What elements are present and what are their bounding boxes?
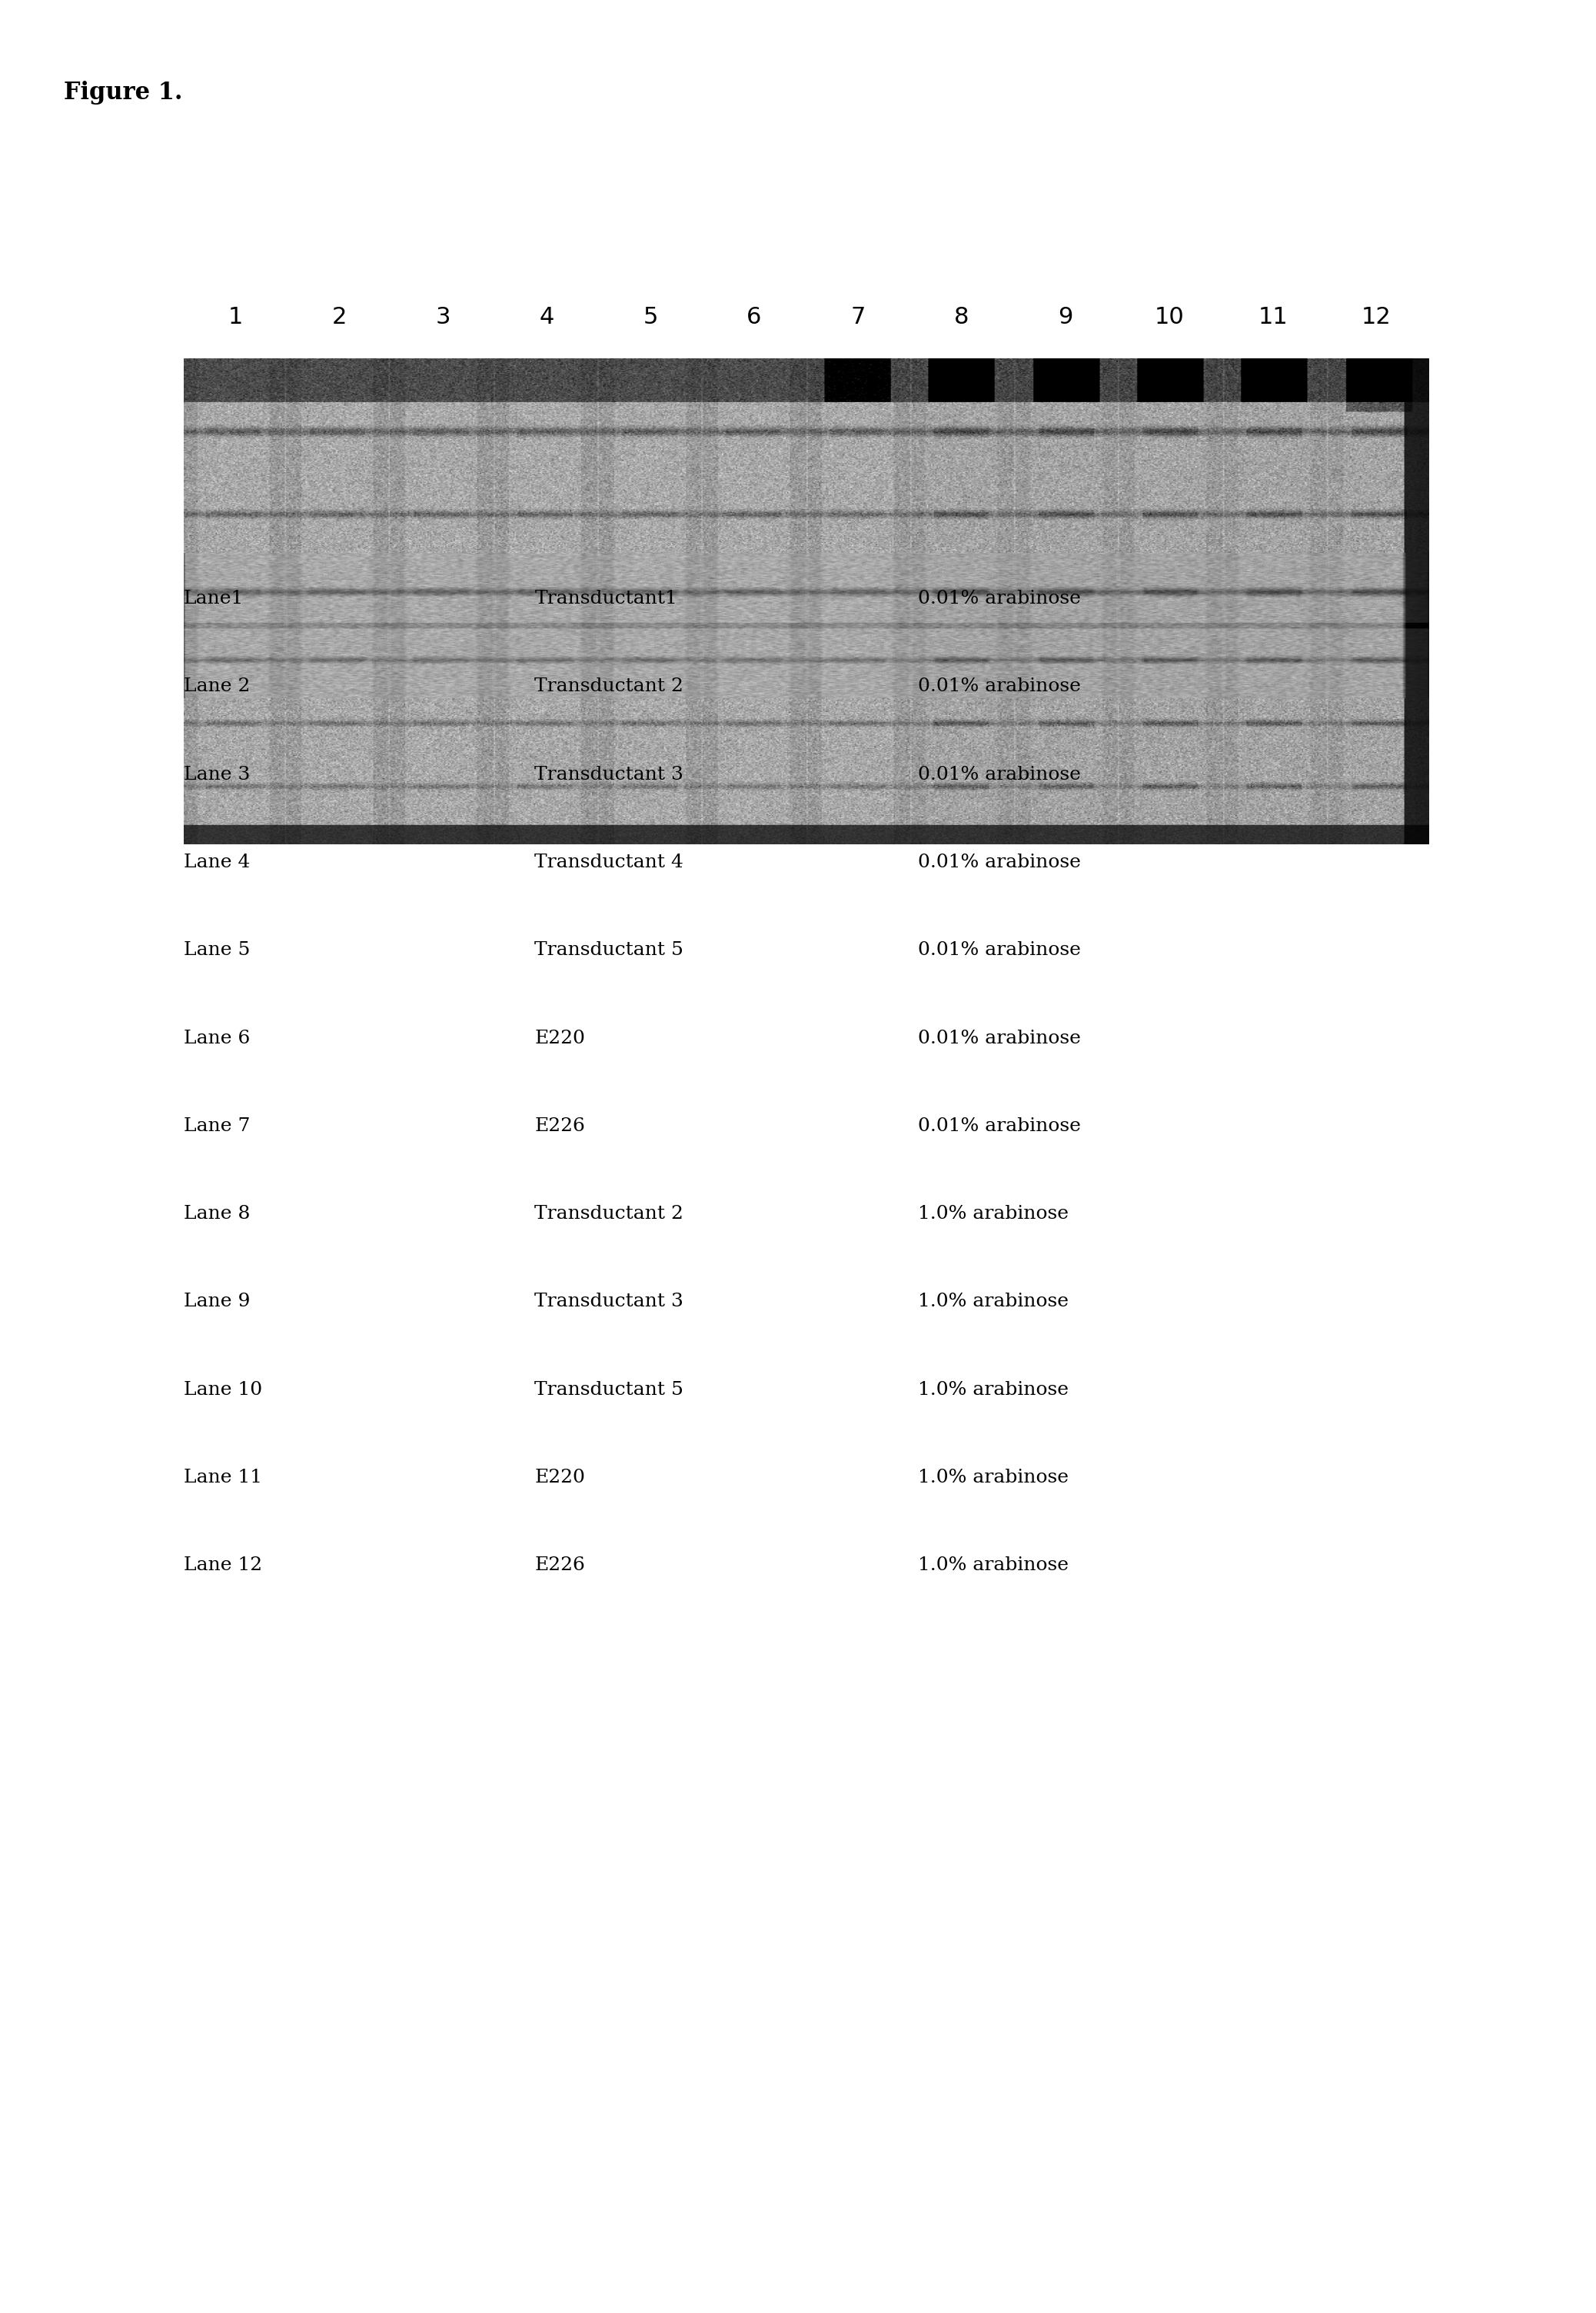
- Text: Figure 1.: Figure 1.: [64, 81, 182, 104]
- Text: Lane 11: Lane 11: [184, 1469, 262, 1487]
- Text: Transductant1: Transductant1: [535, 590, 677, 608]
- Text: 0.01% arabinose: 0.01% arabinose: [918, 766, 1080, 784]
- Text: Transductant 3: Transductant 3: [535, 766, 683, 784]
- Text: Transductant 4: Transductant 4: [535, 853, 683, 872]
- Text: Lane 8: Lane 8: [184, 1205, 251, 1224]
- Text: 8: 8: [954, 305, 969, 328]
- Text: Lane 12: Lane 12: [184, 1557, 262, 1575]
- Text: Transductant 2: Transductant 2: [535, 678, 683, 696]
- Text: Lane 2: Lane 2: [184, 678, 251, 696]
- Text: 1.0% arabinose: 1.0% arabinose: [918, 1381, 1068, 1399]
- Text: E220: E220: [535, 1469, 586, 1487]
- Text: 0.01% arabinose: 0.01% arabinose: [918, 1029, 1080, 1048]
- Text: Lane 6: Lane 6: [184, 1029, 251, 1048]
- Text: Transductant 5: Transductant 5: [535, 941, 683, 960]
- Text: 10: 10: [1154, 305, 1184, 328]
- Text: Lane 9: Lane 9: [184, 1293, 251, 1311]
- Text: Lane 5: Lane 5: [184, 941, 251, 960]
- Text: Lane 7: Lane 7: [184, 1117, 251, 1136]
- Text: 5: 5: [643, 305, 658, 328]
- Text: 12: 12: [1361, 305, 1392, 328]
- Text: 1.0% arabinose: 1.0% arabinose: [918, 1557, 1068, 1575]
- Text: 1.0% arabinose: 1.0% arabinose: [918, 1469, 1068, 1487]
- Text: 0.01% arabinose: 0.01% arabinose: [918, 941, 1080, 960]
- Text: Lane 10: Lane 10: [184, 1381, 262, 1399]
- Text: 1.0% arabinose: 1.0% arabinose: [918, 1293, 1068, 1311]
- Text: 1: 1: [228, 305, 243, 328]
- Text: 0.01% arabinose: 0.01% arabinose: [918, 678, 1080, 696]
- Text: Transductant 3: Transductant 3: [535, 1293, 683, 1311]
- Text: 1.0% arabinose: 1.0% arabinose: [918, 1205, 1068, 1224]
- Text: 0.01% arabinose: 0.01% arabinose: [918, 590, 1080, 608]
- Text: 7: 7: [851, 305, 865, 328]
- Text: E226: E226: [535, 1557, 586, 1575]
- Text: Lane1: Lane1: [184, 590, 244, 608]
- Text: E226: E226: [535, 1117, 586, 1136]
- Text: 4: 4: [539, 305, 554, 328]
- Text: 11: 11: [1258, 305, 1288, 328]
- Text: 6: 6: [747, 305, 761, 328]
- Text: 2: 2: [332, 305, 346, 328]
- Text: E220: E220: [535, 1029, 586, 1048]
- Text: Transductant 5: Transductant 5: [535, 1381, 683, 1399]
- Text: 9: 9: [1058, 305, 1073, 328]
- Text: Transductant 2: Transductant 2: [535, 1205, 683, 1224]
- Text: 0.01% arabinose: 0.01% arabinose: [918, 853, 1080, 872]
- Text: 3: 3: [436, 305, 450, 328]
- Text: Lane 4: Lane 4: [184, 853, 251, 872]
- Text: Lane 3: Lane 3: [184, 766, 251, 784]
- Text: 0.01% arabinose: 0.01% arabinose: [918, 1117, 1080, 1136]
